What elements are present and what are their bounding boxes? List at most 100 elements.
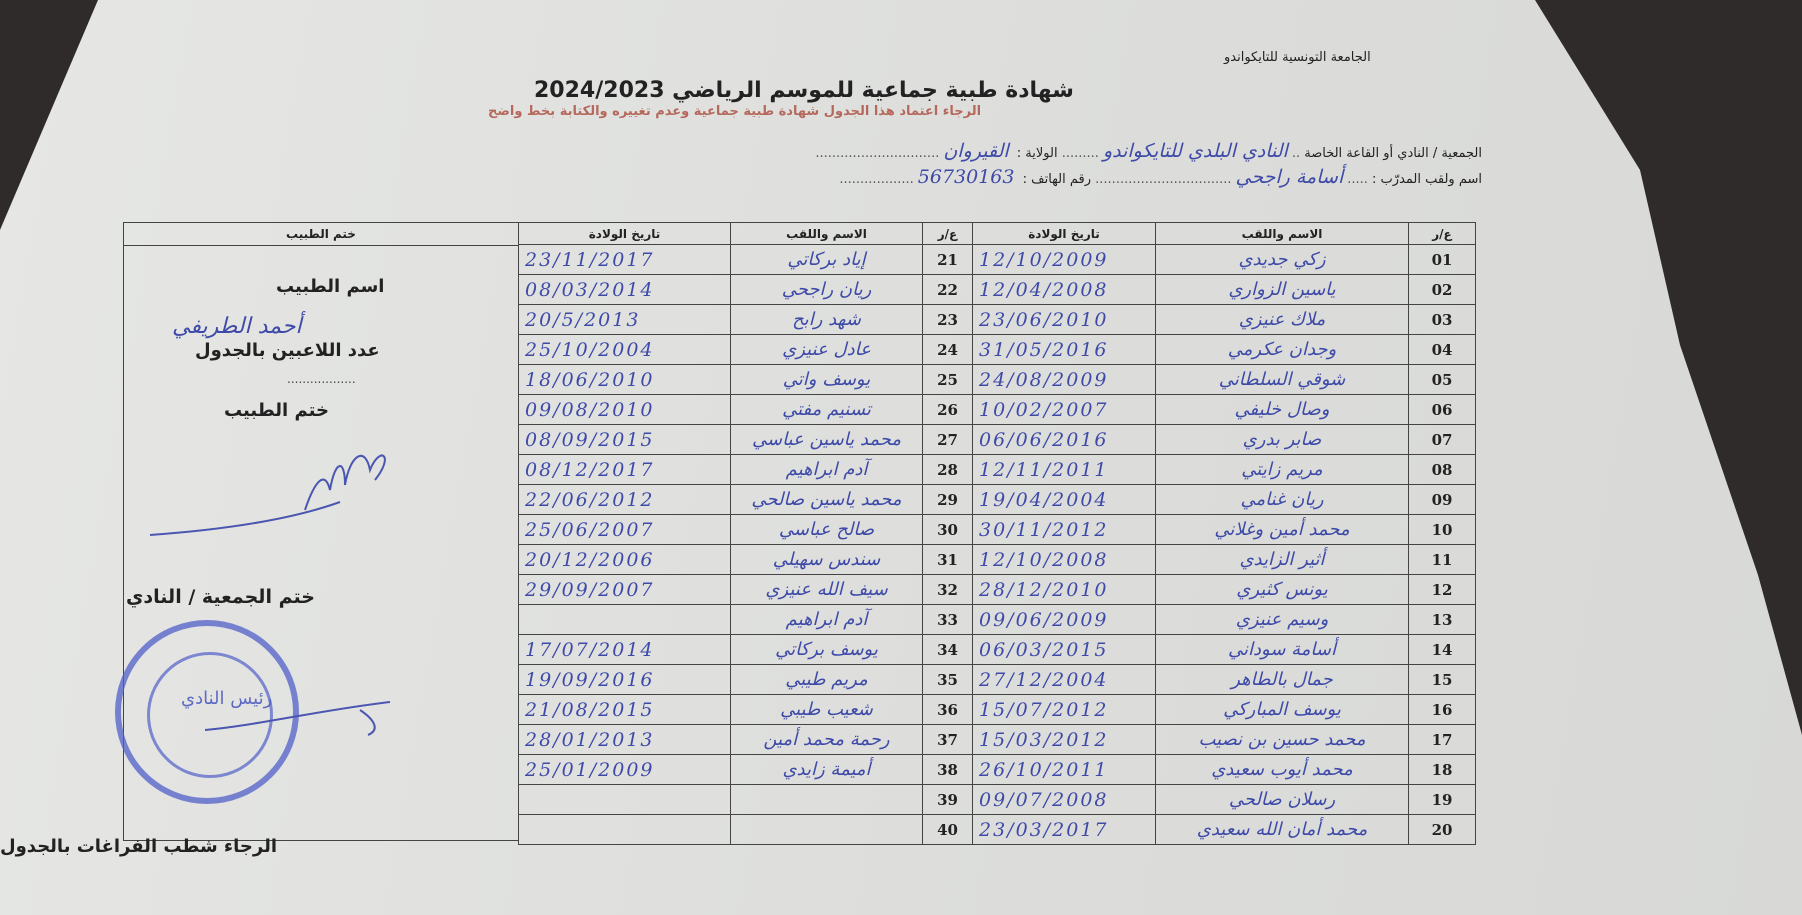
player-dob: 28/01/2013: [518, 724, 731, 755]
player-name: يوسف المباركي: [1155, 694, 1409, 725]
table-header-row: ع/ر الاسم واللقب تاريخ الولادة ع/ر الاسم…: [518, 222, 1476, 245]
player-dob: 12/04/2008: [972, 274, 1156, 305]
player-dob: 17/07/2014: [518, 634, 731, 665]
player-name: أميمة زايدي: [730, 754, 923, 785]
player-name: زكي جديدي: [1155, 244, 1409, 275]
player-name: وصال خليفي: [1155, 394, 1409, 425]
player-name: صالح عباسي: [730, 514, 923, 545]
player-dob: [518, 784, 731, 815]
player-dob: 12/10/2009: [972, 244, 1156, 275]
player-name: شوقي السلطاني: [1155, 364, 1409, 395]
player-number: 29: [922, 484, 973, 515]
player-name: وسيم عنيزي: [1155, 604, 1409, 635]
header-name: الاسم واللقب: [1155, 222, 1409, 245]
player-number: 27: [922, 424, 973, 455]
player-dob: 23/03/2017: [972, 814, 1156, 845]
table-row: 04 وجدان عكرمي 31/05/2016 24 عادل عنيزي 25/10…: [518, 334, 1476, 365]
table-row: 05 شوقي السلطاني 24/08/2009 25 يوسف واتي 18/0…: [518, 364, 1476, 395]
player-count-label: عدد اللاعبين بالجدول: [195, 340, 380, 361]
player-dob: 23/11/2017: [518, 244, 731, 275]
player-dob: 24/08/2009: [972, 364, 1156, 395]
player-number: 31: [922, 544, 973, 575]
table-row: 01 زكي جديدي 12/10/2009 21 إياد بركاتي 23/11/…: [518, 244, 1476, 275]
player-number: 07: [1408, 424, 1476, 455]
player-number: 03: [1408, 304, 1476, 335]
player-name: رسلان صالحي: [1155, 784, 1409, 815]
club-stamp-label: ختم الجمعية / النادي: [126, 586, 315, 608]
player-dob: 10/02/2007: [972, 394, 1156, 425]
player-number: 40: [922, 814, 973, 845]
phone-value: 56730163: [917, 166, 1015, 188]
doctor-stamp-label: ختم الطبيب: [224, 400, 329, 421]
player-number: 32: [922, 574, 973, 605]
player-dob: 20/5/2013: [518, 304, 731, 335]
player-name: ريان راجحي: [730, 274, 923, 305]
player-number: 08: [1408, 454, 1476, 485]
player-name: رحمة محمد أمين: [730, 724, 923, 755]
player-name: وجدان عكرمي: [1155, 334, 1409, 365]
player-dob: [518, 814, 731, 845]
player-name: محمد ياسين عباسي: [730, 424, 923, 455]
club-signature: [204, 701, 391, 736]
player-name: صابر بدري: [1155, 424, 1409, 455]
table-row: 06 وصال خليفي 10/02/2007 26 تسنيم مفتي 09/08/…: [518, 394, 1476, 425]
table-row: 18 محمد أيوب سعيدي 26/10/2011 38 أميمة زايدي…: [518, 754, 1476, 785]
player-dob: 15/03/2012: [972, 724, 1156, 755]
state-label: الولاية :: [1016, 146, 1058, 161]
player-number: 24: [922, 334, 973, 365]
player-number: 28: [922, 454, 973, 485]
player-number: 05: [1408, 364, 1476, 395]
player-dob: 09/07/2008: [972, 784, 1156, 815]
table-row: 20 محمد أمان الله سعيدي 23/03/2017 40: [518, 814, 1476, 845]
page-title: شهادة طبية جماعية للموسم الرياضي 2024/20…: [534, 78, 1074, 103]
doctor-signature: [149, 454, 386, 536]
player-name: مريم زايتي: [1155, 454, 1409, 485]
player-name: سندس سهيلي: [730, 544, 923, 575]
player-number: 21: [922, 244, 973, 275]
table-row: 15 جمال بالطاهر 27/12/2004 35 مريم طيبي 19/09…: [518, 664, 1476, 695]
table-row: 19 رسلان صالحي 09/07/2008 39: [518, 784, 1476, 815]
player-number: 12: [1408, 574, 1476, 605]
player-name: [730, 814, 923, 845]
player-number: 16: [1408, 694, 1476, 725]
player-dob: 19/04/2004: [972, 484, 1156, 515]
player-dob: 30/11/2012: [972, 514, 1156, 545]
player-count-value: ..................: [287, 372, 356, 386]
player-dob: 08/03/2014: [518, 274, 731, 305]
player-number: 13: [1408, 604, 1476, 635]
player-name: إياد بركاتي: [730, 244, 923, 275]
player-dob: 09/06/2009: [972, 604, 1156, 635]
player-number: 33: [922, 604, 973, 635]
club-seal: رئيس النادي: [115, 620, 299, 804]
player-dob: 08/09/2015: [518, 424, 731, 455]
table-row: 12 يونس كثيري 28/12/2010 32 سيف الله عنيزي 29…: [518, 574, 1476, 605]
club-value: النادي البلدي للتايكواندو: [1102, 140, 1288, 162]
player-name: ريان غنامي: [1155, 484, 1409, 515]
player-number: 20: [1408, 814, 1476, 845]
player-name: عادل عنيزي: [730, 334, 923, 365]
table-row: 13 وسيم عنيزي 09/06/2009 33 آدم ابراهيم: [518, 604, 1476, 635]
header-number: ع/ر: [922, 222, 973, 245]
player-dob: 25/01/2009: [518, 754, 731, 785]
coach-value: أسامة راجحي: [1235, 166, 1344, 188]
player-dob: [518, 604, 731, 635]
table-row: 16 يوسف المباركي 15/07/2012 36 شعيب طيبي 21/0…: [518, 694, 1476, 725]
table-row: 11 أثير الزايدي 12/10/2008 31 سندس سهيلي 20/1…: [518, 544, 1476, 575]
player-name: آدم ابراهيم: [730, 604, 923, 635]
player-name: محمد أمان الله سعيدي: [1155, 814, 1409, 845]
player-number: 37: [922, 724, 973, 755]
table-row: 17 محمد حسين بن نصيب 15/03/2012 37 رحمة محمد…: [518, 724, 1476, 755]
player-dob: 20/12/2006: [518, 544, 731, 575]
player-name: جمال بالطاهر: [1155, 664, 1409, 695]
player-number: 04: [1408, 334, 1476, 365]
table-row: 10 محمد أمين وغلاني 30/11/2012 30 صالح عباسي…: [518, 514, 1476, 545]
table-row: 02 ياسين الزواري 12/04/2008 22 ريان راجحي 08/…: [518, 274, 1476, 305]
player-number: 06: [1408, 394, 1476, 425]
player-dob: 26/10/2011: [972, 754, 1156, 785]
player-name: مريم طيبي: [730, 664, 923, 695]
player-name: [730, 784, 923, 815]
phone-label: رقم الهاتف :: [1022, 172, 1092, 187]
player-dob: 25/06/2007: [518, 514, 731, 545]
player-dob: 06/06/2016: [972, 424, 1156, 455]
player-number: 23: [922, 304, 973, 335]
